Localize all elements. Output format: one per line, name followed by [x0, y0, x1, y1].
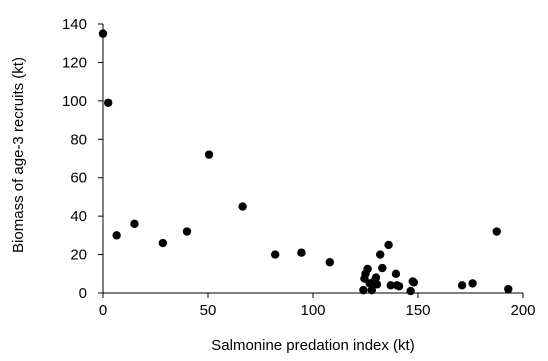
data-point — [391, 269, 401, 278]
data-point — [359, 285, 368, 295]
data-point — [394, 282, 404, 291]
data-point — [130, 219, 139, 229]
data-point — [457, 281, 467, 290]
data-point — [297, 248, 306, 257]
data-point — [271, 250, 280, 259]
y-axis-title: Biomass of age-3 recruits (kt) — [10, 57, 27, 253]
axes — [102, 24, 523, 294]
y-tick-label: 0 — [79, 285, 87, 302]
data-points — [98, 29, 513, 296]
data-point — [204, 150, 214, 159]
x-tick-label: 0 — [99, 302, 107, 319]
data-point — [384, 240, 393, 250]
y-tick-label: 140 — [62, 16, 87, 33]
y-tick-label: 60 — [70, 170, 87, 187]
data-point — [376, 250, 385, 259]
y-tick-label: 80 — [70, 131, 87, 148]
data-point — [182, 227, 192, 236]
y-tick-label: 40 — [70, 208, 87, 225]
data-point — [409, 278, 418, 287]
data-point — [112, 231, 121, 240]
data-point — [406, 286, 415, 296]
data-point — [371, 273, 381, 282]
x-tick-label: 150 — [405, 302, 430, 319]
data-point — [367, 285, 376, 295]
x-tick-label: 50 — [200, 302, 217, 319]
data-point — [386, 281, 395, 290]
x-axis-title: Salmonine predation index (kt) — [211, 337, 414, 354]
data-point — [378, 263, 387, 273]
data-point — [492, 227, 501, 236]
data-point — [98, 29, 108, 38]
y-tick-label: 100 — [62, 93, 87, 110]
y-tick-label: 20 — [70, 247, 87, 264]
data-point — [104, 98, 113, 107]
ticks: 0 50 100 150 200 0 20 40 60 80 100 120 140 — [62, 16, 536, 319]
data-point — [372, 280, 382, 289]
data-point — [468, 279, 477, 288]
data-point — [504, 284, 513, 294]
x-tick-label: 200 — [510, 302, 535, 319]
data-point — [238, 202, 247, 211]
data-point — [158, 238, 168, 248]
data-point — [325, 258, 334, 267]
y-tick-label: 120 — [62, 54, 87, 71]
data-point — [363, 264, 372, 274]
x-tick-label: 100 — [300, 302, 325, 319]
